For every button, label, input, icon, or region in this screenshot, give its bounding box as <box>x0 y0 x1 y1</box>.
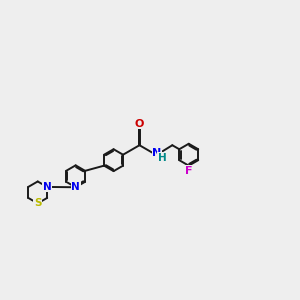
Text: H: H <box>158 153 166 163</box>
Text: N: N <box>152 148 161 158</box>
Text: S: S <box>34 198 41 208</box>
Text: F: F <box>185 166 193 176</box>
Text: O: O <box>135 119 144 129</box>
Text: N: N <box>43 182 52 192</box>
Text: N: N <box>71 182 80 192</box>
